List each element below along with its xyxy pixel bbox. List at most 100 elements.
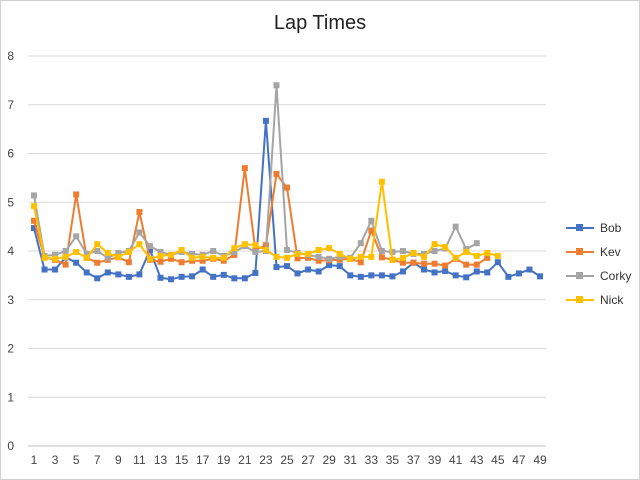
x-tick-label: 3 (52, 453, 59, 467)
data-point-bob (473, 268, 480, 275)
data-point-kev (31, 217, 37, 224)
data-point-corky (157, 248, 164, 255)
data-point-bob (484, 269, 491, 276)
data-point-bob (189, 273, 196, 280)
data-point-bob (31, 225, 37, 232)
data-point-nick (284, 254, 290, 261)
legend-item-corky: Corky (566, 264, 631, 288)
data-point-corky (83, 250, 90, 257)
data-point-kev (199, 257, 206, 264)
data-point-corky (115, 249, 122, 256)
data-point-bob (537, 273, 543, 280)
y-tick-label: 8 (7, 49, 14, 63)
data-point-nick (273, 253, 280, 260)
data-point-corky (431, 248, 438, 254)
data-point-nick (305, 250, 312, 257)
data-point-bob (41, 266, 48, 273)
data-point-corky (189, 250, 196, 257)
legend-swatch-corky (566, 271, 594, 281)
data-point-corky (136, 229, 143, 236)
y-tick-label: 3 (7, 293, 14, 307)
data-point-nick (210, 254, 217, 261)
x-tick-label: 15 (175, 453, 189, 467)
data-point-corky (284, 247, 290, 254)
data-point-kev (399, 259, 406, 266)
data-point-kev (315, 257, 322, 264)
data-point-kev (442, 262, 449, 269)
data-point-nick (125, 248, 132, 255)
chart-title: Lap Times (273, 12, 367, 34)
legend-swatch-bob (566, 223, 594, 233)
data-point-bob (378, 272, 385, 279)
data-point-nick (326, 245, 333, 252)
data-point-nick (484, 249, 491, 256)
data-point-nick (368, 253, 375, 260)
data-point-nick (410, 249, 417, 256)
x-tick-label: 49 (533, 453, 547, 467)
legend-swatch-kev (566, 247, 594, 257)
data-point-nick (431, 241, 438, 248)
data-point-kev (94, 259, 101, 266)
data-point-corky (231, 248, 238, 255)
x-tick-label: 9 (115, 453, 122, 467)
x-tick-label: 39 (428, 453, 442, 467)
y-tick-label: 0 (7, 439, 14, 453)
data-point-nick (199, 253, 206, 260)
data-point-corky (378, 248, 385, 254)
legend-label-kev: Kev (600, 245, 621, 259)
data-point-nick (220, 254, 227, 261)
data-point-bob (442, 267, 449, 274)
x-tick-label: 33 (365, 453, 379, 467)
x-tick-label: 7 (94, 453, 101, 467)
data-point-nick (294, 250, 301, 257)
x-tick-label: 45 (491, 453, 505, 467)
x-tick-label: 25 (280, 453, 294, 467)
data-point-kev (125, 259, 132, 266)
legend-label-nick: Nick (600, 293, 624, 307)
data-point-bob (199, 266, 206, 273)
data-point-bob (284, 263, 290, 270)
data-point-corky (52, 251, 59, 258)
data-point-nick (315, 247, 322, 254)
y-tick-label: 5 (7, 195, 14, 209)
legend-swatch-nick (566, 295, 594, 305)
data-point-bob (210, 273, 217, 280)
data-point-nick (347, 255, 354, 262)
data-point-bob (494, 259, 501, 266)
data-point-kev (473, 261, 480, 268)
data-point-corky (94, 248, 101, 254)
data-point-bob (178, 273, 185, 280)
data-point-nick (389, 256, 396, 263)
data-point-bob (305, 266, 312, 273)
data-point-bob (231, 275, 238, 282)
data-point-nick (146, 255, 153, 262)
series-line-corky (33, 84, 478, 260)
data-point-corky (389, 248, 396, 255)
data-point-bob (104, 269, 111, 276)
data-point-bob (294, 270, 301, 277)
x-tick-label: 5 (73, 453, 80, 467)
data-point-bob (220, 271, 227, 278)
data-point-bob (115, 271, 122, 278)
data-point-bob (273, 264, 280, 271)
x-tick-label: 43 (470, 453, 484, 467)
x-tick-label: 17 (196, 453, 210, 467)
data-point-kev (484, 254, 491, 261)
data-point-nick (357, 253, 364, 260)
data-point-bob (241, 275, 248, 282)
x-tick-label: 13 (154, 453, 168, 467)
data-point-bob (136, 271, 143, 278)
data-point-nick (252, 242, 259, 249)
data-point-kev (284, 184, 290, 191)
data-point-bob (326, 262, 333, 269)
data-point-kev (273, 170, 280, 177)
legend-label-bob: Bob (600, 221, 622, 235)
data-point-kev (73, 191, 80, 198)
data-point-bob (389, 273, 396, 280)
data-point-corky (273, 82, 280, 89)
data-point-corky (31, 192, 37, 199)
x-tick-label: 31 (344, 453, 358, 467)
data-point-bob (452, 272, 459, 279)
data-point-corky (210, 248, 217, 254)
